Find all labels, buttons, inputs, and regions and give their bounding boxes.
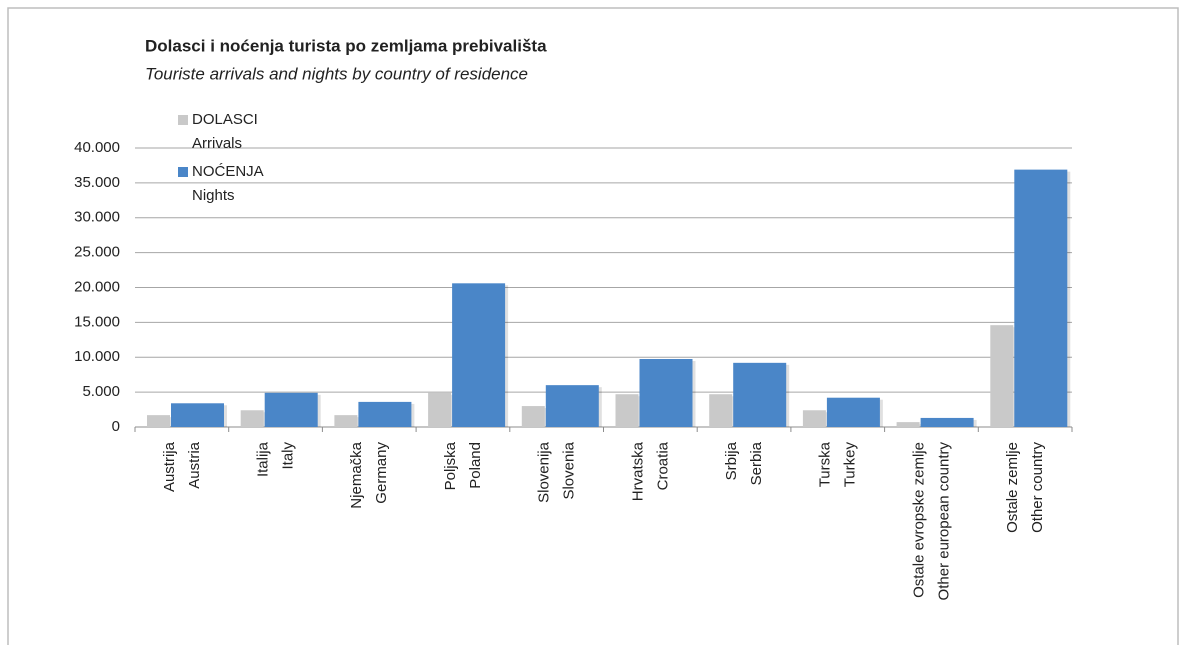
bar [709,394,733,427]
x-tick-label: Njemačka [348,441,365,508]
x-tick-label: Croatia [654,441,671,490]
x-tick-label: Slovenia [561,441,578,499]
x-tick-label: Germany [373,442,390,504]
bar [334,415,358,427]
y-tick-label: 5.000 [82,383,120,400]
legend-swatch [178,115,188,125]
bar [802,410,826,427]
x-tick-label: Austria [186,441,203,488]
legend-swatch [178,167,188,177]
bar [826,397,880,427]
y-tick-label: 20.000 [74,278,120,295]
y-tick-label: 25.000 [74,244,120,261]
bar [545,385,599,427]
y-tick-label: 40.000 [74,139,120,156]
bar [264,392,318,427]
x-tick-label: Austrija [161,441,178,492]
x-tick-label: Slovenija [536,441,553,503]
x-tick-label: Hrvatska [629,441,646,501]
legend-label: Arrivals [192,135,242,152]
bar [428,392,452,427]
x-tick-label: Poland [467,442,484,489]
x-tick-label: Other european country [935,442,952,601]
bar [639,358,693,427]
y-tick-label: 15.000 [74,313,120,330]
y-tick-label: 0 [112,418,120,435]
x-tick-label: Poljska [442,441,459,490]
legend-label: NOĆENJA [192,163,264,180]
bar [615,394,639,427]
bar [920,417,974,427]
chart-subtitle: Touriste arrivals and nights by country … [145,64,528,83]
x-tick-label: Ostale evropske zemlje [910,442,927,598]
bar [1014,169,1068,427]
y-tick-label: 10.000 [74,348,120,365]
bar [896,422,920,427]
x-tick-label: Ostale zemlje [1004,442,1021,533]
bar [733,362,787,427]
x-tick-label: Serbia [748,441,765,485]
x-tick-label: Turska [817,441,834,487]
frame [7,7,1179,645]
bar [358,401,412,427]
y-tick-label: 30.000 [74,209,120,226]
y-tick-label: 35.000 [74,174,120,191]
x-tick-label: Turkey [842,442,859,488]
bar [147,415,170,427]
x-tick-label: Other country [1029,442,1046,533]
legend-label: Nights [192,187,235,204]
bar [521,406,545,427]
bar [452,283,506,427]
x-tick-label: Italy [280,442,297,470]
x-tick-label: Italija [255,441,272,477]
legend-label: DOLASCI [192,111,258,128]
bar [171,403,224,427]
bar [240,410,264,427]
bar [990,325,1014,427]
chart-title: Dolasci i noćenja turista po zemljama pr… [145,36,547,55]
x-tick-label: Srbija [723,441,740,480]
